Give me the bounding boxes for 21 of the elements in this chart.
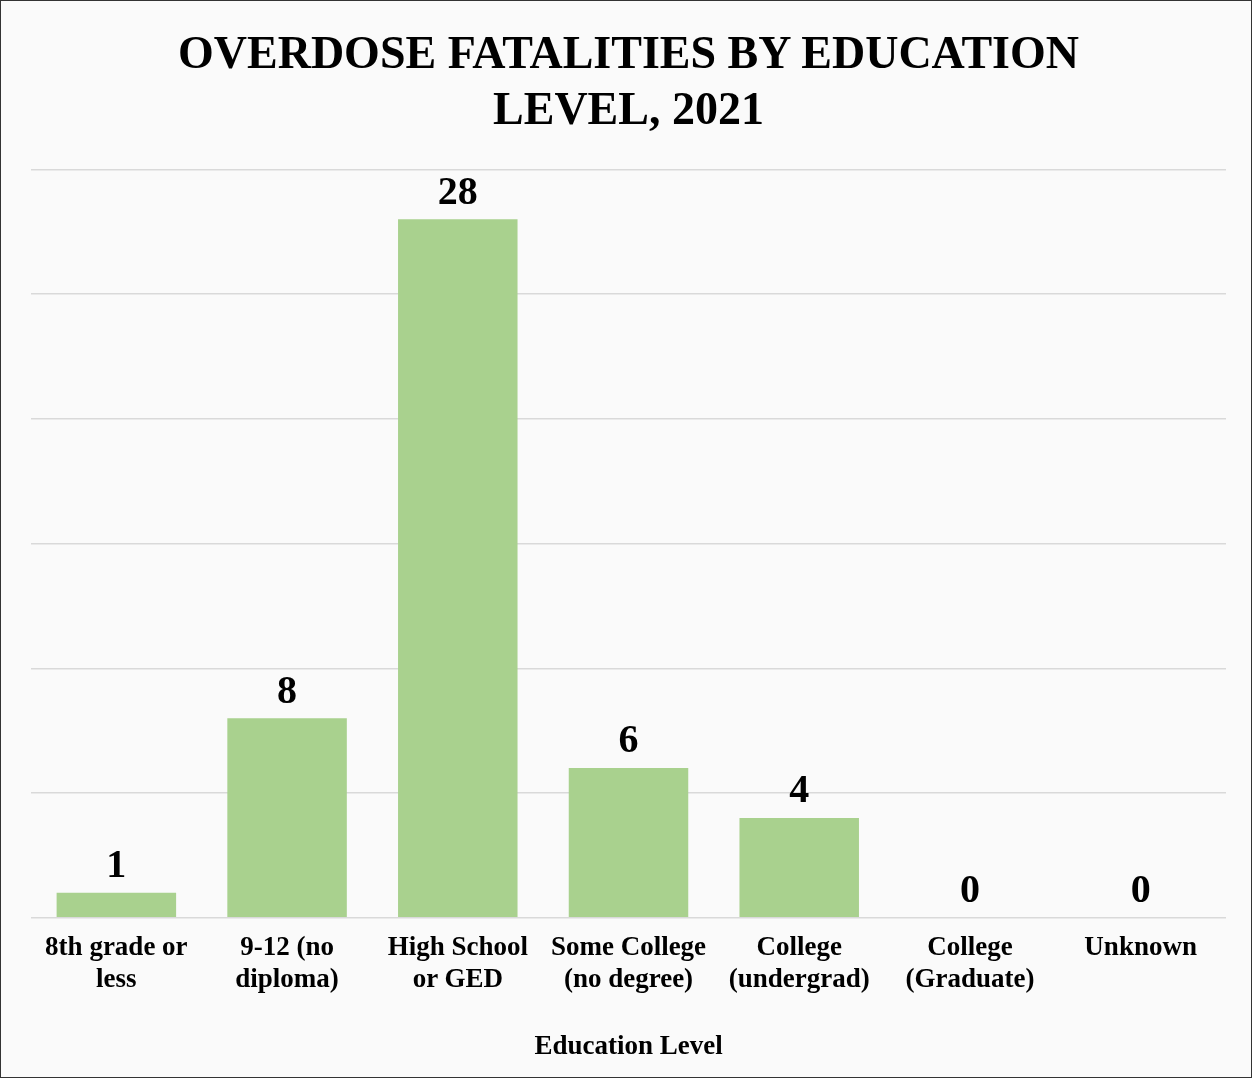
data-label: 28 xyxy=(437,167,478,213)
x-tick-label: College (Graduate) xyxy=(905,930,1035,994)
chart-title: OVERDOSE FATALITIES BY EDUCATION LEVEL, 2021 xyxy=(178,27,1079,134)
x-tick-label: 9-12 (no diploma) xyxy=(235,930,339,994)
x-tick-label: 8th grade or less xyxy=(45,930,188,994)
data-label: 0 xyxy=(1130,866,1151,912)
x-axis-title: Education Level xyxy=(534,1029,724,1060)
bar xyxy=(568,768,689,918)
data-label: 1 xyxy=(106,841,127,887)
x-tick-label: Some College (no degree) xyxy=(550,930,707,994)
x-tick-label: College (undergrad) xyxy=(728,930,870,994)
data-label: 0 xyxy=(959,866,980,912)
data-label: 8 xyxy=(277,666,298,712)
bar xyxy=(227,718,347,918)
data-label: 6 xyxy=(618,716,639,762)
bar xyxy=(398,219,518,918)
bar xyxy=(56,892,177,918)
x-tick-label: Unknown xyxy=(1084,930,1197,961)
data-label: 4 xyxy=(789,766,810,812)
x-tick-label: High School or GED xyxy=(387,930,529,994)
bar xyxy=(739,818,859,918)
